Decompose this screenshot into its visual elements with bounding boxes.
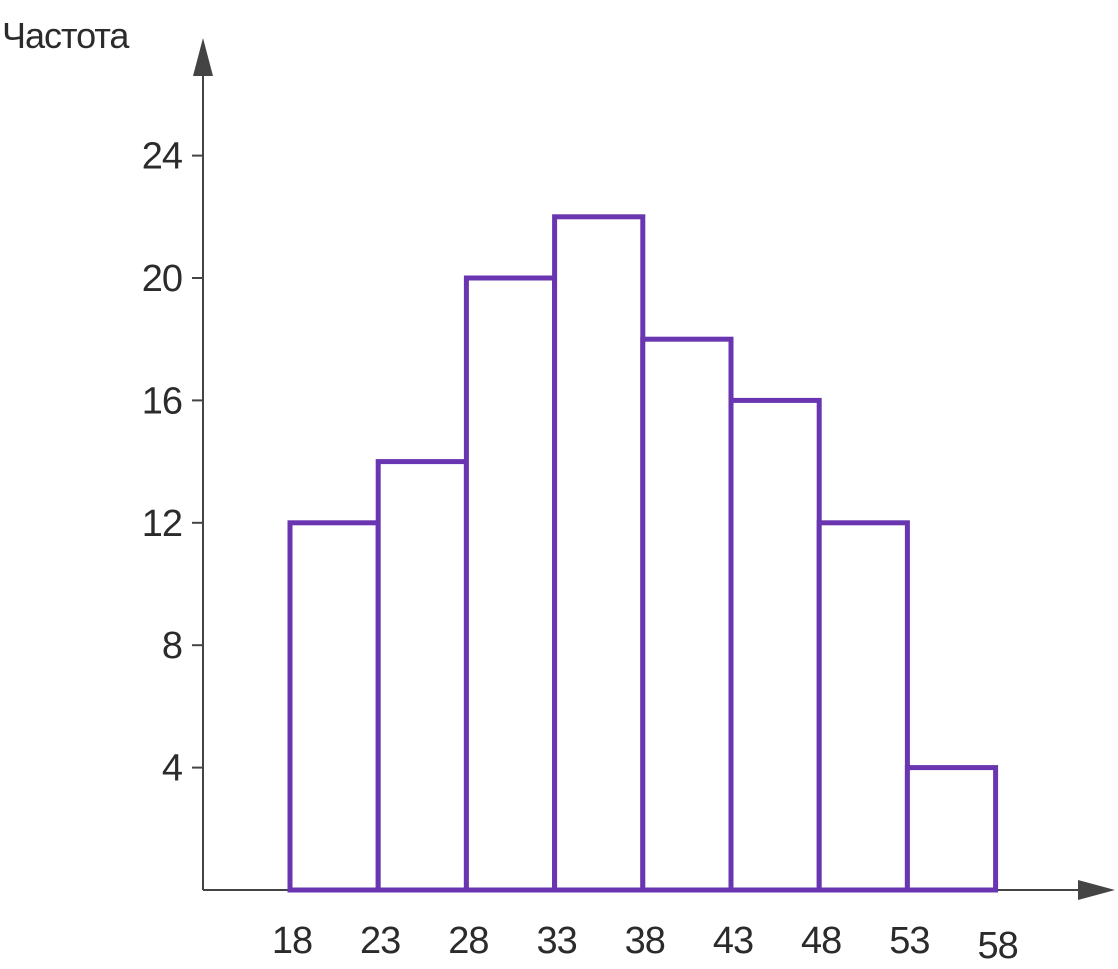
x-ticks-group: 18 23 28 33 38 43 48 53 58 xyxy=(272,920,1019,967)
x-tick-label: 28 xyxy=(448,920,488,962)
x-tick-label: 43 xyxy=(713,920,753,962)
histogram-bar-6 xyxy=(728,397,822,893)
x-axis-arrow xyxy=(1078,880,1115,900)
y-tick-label: 20 xyxy=(142,258,182,300)
histogram-bar-7 xyxy=(816,520,910,893)
y-tick-label: 4 xyxy=(162,748,183,790)
histogram-bar-3 xyxy=(463,275,558,893)
x-tick-label: 48 xyxy=(801,920,841,962)
y-tick-label: 8 xyxy=(162,625,182,667)
x-tick-label: 33 xyxy=(536,920,576,962)
histogram-bar-5 xyxy=(640,336,734,893)
y-axis-arrow xyxy=(193,38,213,76)
x-tick-label: 18 xyxy=(272,920,312,962)
histogram-bar-1 xyxy=(287,520,381,893)
y-tick-label: 24 xyxy=(142,136,183,178)
x-tick-label: 23 xyxy=(360,920,400,962)
x-tick-label: 53 xyxy=(889,920,929,962)
y-axis-title: Частота xyxy=(2,15,130,56)
x-tick-label: 58 xyxy=(977,925,1017,967)
y-tick-label: 12 xyxy=(142,503,182,545)
y-tick-label: 16 xyxy=(142,380,182,422)
y-ticks-group: 4 8 12 16 20 24 xyxy=(142,136,203,790)
histogram-bar-8 xyxy=(904,765,999,893)
histogram-bar-2 xyxy=(375,459,469,893)
histogram-bar-4 xyxy=(552,214,646,893)
x-tick-label: 38 xyxy=(625,920,665,962)
bars-group xyxy=(287,214,999,893)
